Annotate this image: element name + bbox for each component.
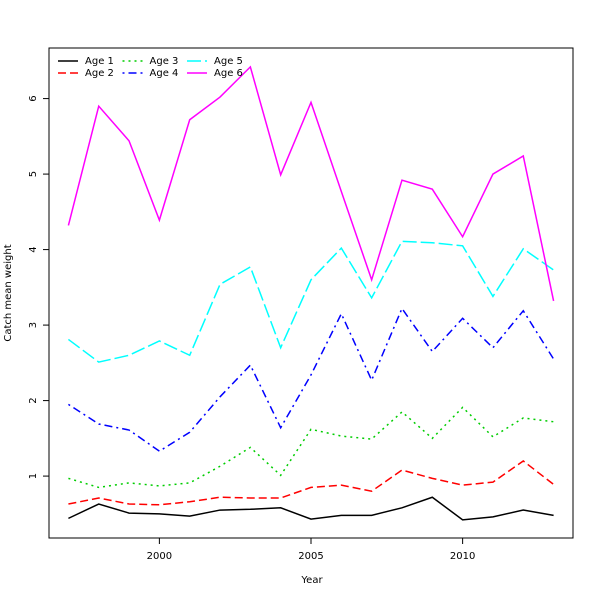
- y-tick-label: 3: [28, 322, 39, 328]
- y-axis-label: Catch mean weight: [3, 244, 14, 341]
- plot-box: [48, 47, 574, 539]
- series-line: [68, 496, 554, 521]
- x-tick-label: 2010: [450, 551, 475, 562]
- legend-label: Age 3: [150, 56, 179, 67]
- x-tick-label: 2005: [298, 551, 323, 562]
- series-line: [68, 460, 555, 506]
- series-line: [67, 65, 555, 302]
- y-tick-label: 2: [28, 397, 39, 403]
- legend-label: Age 6: [214, 68, 243, 79]
- x-axis-label: Year: [300, 575, 323, 586]
- legend-label: Age 5: [214, 56, 243, 67]
- series-line: [68, 406, 554, 489]
- legend-label: Age 1: [85, 56, 114, 67]
- legend-label: Age 2: [85, 68, 114, 79]
- y-tick-label: 5: [28, 171, 39, 177]
- x-tick-label: 2000: [147, 551, 172, 562]
- y-tick-label: 1: [28, 473, 39, 479]
- series-line: [67, 240, 555, 363]
- legend-label: Age 4: [150, 68, 179, 79]
- series-line: [67, 306, 555, 453]
- y-tick-label: 4: [28, 246, 39, 252]
- y-tick-label: 6: [28, 95, 39, 101]
